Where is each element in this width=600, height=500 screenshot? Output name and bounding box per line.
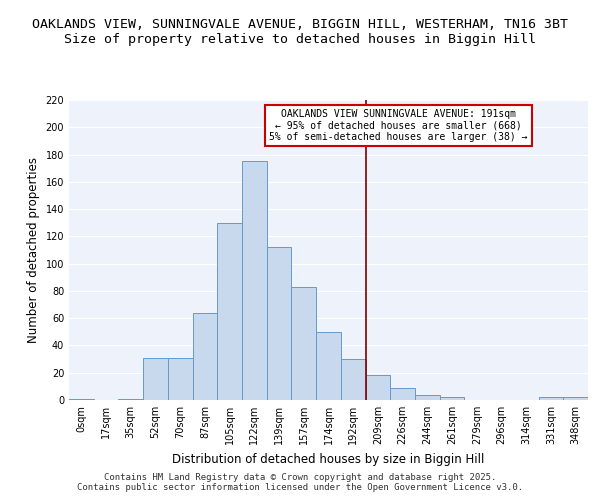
- Bar: [539, 398, 563, 400]
- Bar: [390, 388, 415, 400]
- Bar: [242, 162, 267, 400]
- Text: OAKLANDS VIEW, SUNNINGVALE AVENUE, BIGGIN HILL, WESTERHAM, TN16 3BT: OAKLANDS VIEW, SUNNINGVALE AVENUE, BIGGI…: [32, 18, 568, 30]
- Bar: [415, 394, 440, 400]
- Text: OAKLANDS VIEW SUNNINGVALE AVENUE: 191sqm
← 95% of detached houses are smaller (6: OAKLANDS VIEW SUNNINGVALE AVENUE: 191sqm…: [269, 109, 528, 142]
- Bar: [563, 398, 588, 400]
- Text: Contains HM Land Registry data © Crown copyright and database right 2025.
Contai: Contains HM Land Registry data © Crown c…: [77, 473, 523, 492]
- Bar: [118, 398, 143, 400]
- Bar: [440, 398, 464, 400]
- Bar: [69, 398, 94, 400]
- X-axis label: Distribution of detached houses by size in Biggin Hill: Distribution of detached houses by size …: [172, 452, 485, 466]
- Bar: [168, 358, 193, 400]
- Text: Size of property relative to detached houses in Biggin Hill: Size of property relative to detached ho…: [64, 32, 536, 46]
- Bar: [143, 358, 168, 400]
- Bar: [193, 312, 217, 400]
- Bar: [267, 248, 292, 400]
- Bar: [341, 359, 365, 400]
- Y-axis label: Number of detached properties: Number of detached properties: [27, 157, 40, 343]
- Bar: [365, 376, 390, 400]
- Bar: [217, 222, 242, 400]
- Bar: [316, 332, 341, 400]
- Bar: [292, 287, 316, 400]
